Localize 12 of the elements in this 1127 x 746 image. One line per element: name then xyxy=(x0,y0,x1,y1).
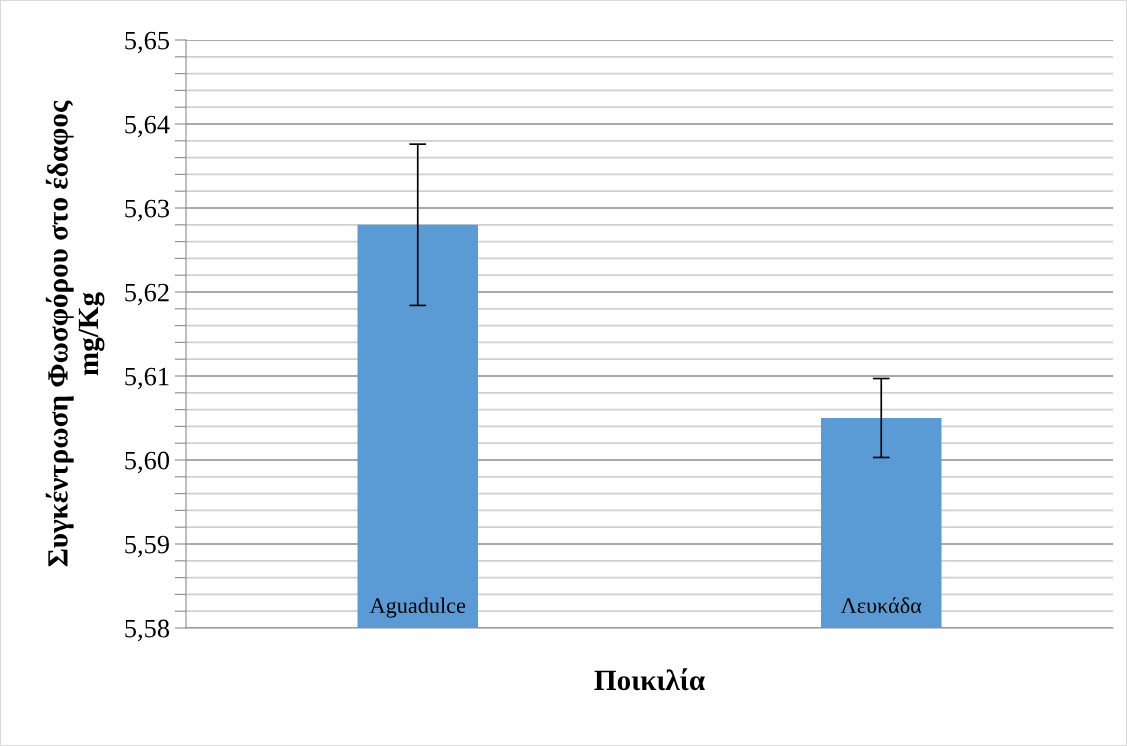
y-tick-label: 5,63 xyxy=(125,199,169,222)
x-tick-label: Λευκάδα xyxy=(840,597,922,614)
y-tick-label: 5,60 xyxy=(125,451,170,474)
x-tick-label: Aguadulce xyxy=(369,597,466,618)
y-tick-label: 5,64 xyxy=(125,115,170,138)
y-tick-label: 5,65 xyxy=(125,31,169,54)
y-tick-label: 5,61 xyxy=(125,367,169,390)
y-axis-title: Συγκέντρωση Φωσφόρου στο έδαφος mg/Kg xyxy=(45,100,105,567)
text: 5,58 xyxy=(125,619,170,642)
y-tick-label: 5,59 xyxy=(125,535,169,558)
x-axis-title: Ποικιλία xyxy=(594,668,705,691)
y-tick-label: 5,62 xyxy=(125,283,169,306)
